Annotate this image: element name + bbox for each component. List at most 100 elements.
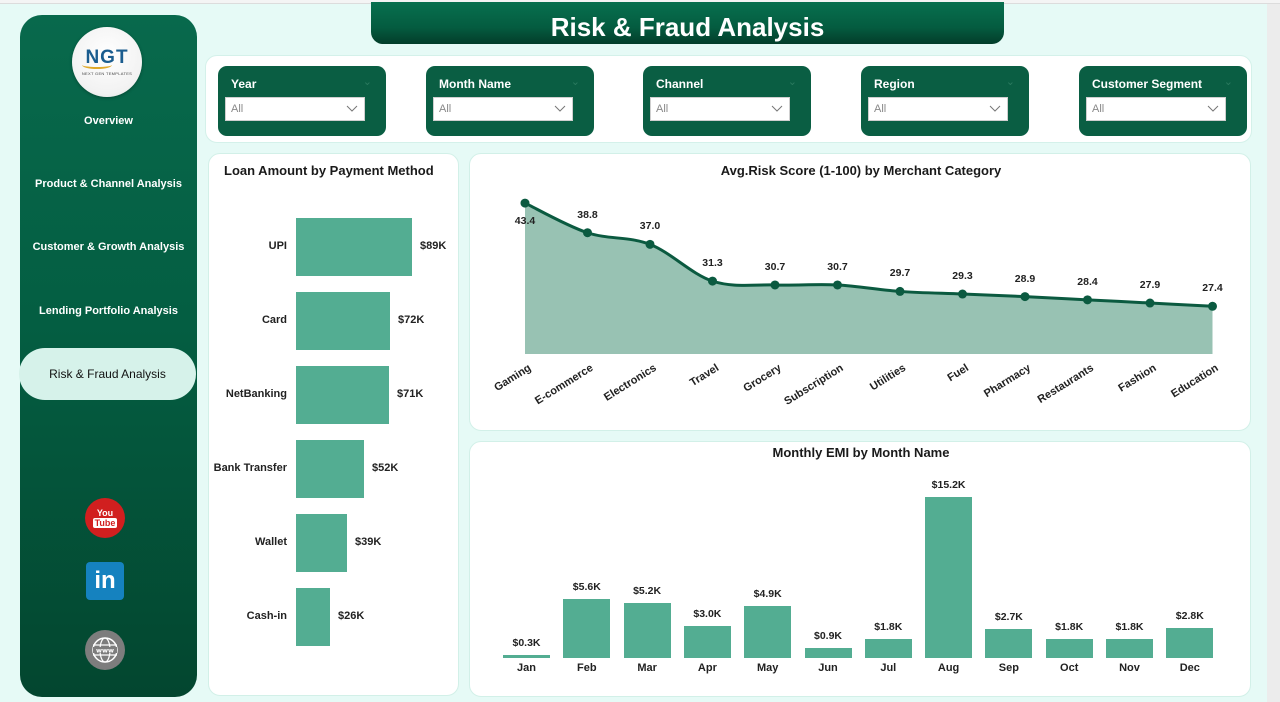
month-label: Sep: [998, 662, 1019, 674]
filter-channel-label: Channel: [656, 77, 704, 91]
data-point: [645, 239, 655, 249]
data-point: [770, 280, 780, 290]
bar[interactable]: [1045, 639, 1093, 658]
bar[interactable]: [296, 588, 330, 646]
bar[interactable]: [563, 599, 611, 658]
youtube-icon[interactable]: You Tube: [85, 498, 125, 538]
data-label: 27.9: [1139, 279, 1161, 292]
bar-row: Wallet $39K: [209, 514, 459, 574]
bar-value-label: $0.9K: [813, 630, 843, 642]
filter-year-label: Year: [231, 77, 257, 91]
bar-value-label: $39K: [355, 536, 382, 548]
month-label: Nov: [1119, 662, 1140, 674]
www-globe-icon[interactable]: www: [85, 630, 125, 670]
chart-title: Monthly EMI by Month Name: [772, 445, 950, 460]
segment-dropdown[interactable]: All: [1086, 97, 1226, 121]
risk-score-area-chart: [520, 198, 1217, 354]
bar[interactable]: [925, 497, 973, 658]
bar-value-label: $1.8K: [874, 621, 903, 633]
bar-value-label: $2.8K: [1175, 610, 1204, 622]
month-dropdown-value: All: [439, 103, 452, 115]
bar-value-label: $72K: [398, 314, 425, 326]
data-point: [1020, 292, 1030, 302]
chevron-down-icon[interactable]: ⌄: [362, 76, 372, 88]
month-label: Dec: [1179, 662, 1200, 674]
bar-category-label: UPI: [268, 240, 287, 252]
chart-title: Loan Amount by Payment Method: [224, 163, 434, 178]
year-dropdown[interactable]: All: [225, 97, 365, 121]
bar[interactable]: [985, 629, 1033, 658]
region-dropdown[interactable]: All: [868, 97, 1008, 121]
svg-text:www: www: [96, 647, 114, 655]
data-label: 31.3: [702, 257, 723, 270]
data-label: 30.7: [764, 260, 786, 273]
data-label: 29.3: [952, 270, 973, 282]
channel-dropdown[interactable]: All: [650, 97, 790, 121]
data-point: [895, 286, 905, 296]
month-label: Jul: [880, 662, 897, 674]
sidebar: NGT NEXT GEN TEMPLATES Overview Product …: [19, 15, 197, 697]
bar[interactable]: [296, 218, 412, 276]
data-point: [520, 198, 530, 208]
bar-value-label: $5.2K: [633, 585, 662, 597]
filter-month-name: Month Name ⌄ All: [426, 66, 594, 136]
logo-swoosh-icon: [82, 61, 112, 69]
nav-risk-fraud-analysis[interactable]: Risk & Fraud Analysis: [19, 348, 196, 400]
filter-month-label: Month Name: [439, 77, 511, 91]
filter-region: Region ⌄ All: [861, 66, 1029, 136]
month-label: Aug: [937, 662, 960, 674]
bar-value-label: $3.0K: [693, 608, 722, 620]
bar[interactable]: [296, 514, 347, 572]
linkedin-icon[interactable]: in: [86, 562, 124, 600]
filter-panel: Year ⌄ All Month Name ⌄ All Channel ⌄ Al…: [205, 55, 1252, 143]
bar[interactable]: [296, 440, 364, 498]
bar-value-label: $89K: [420, 240, 447, 252]
bar[interactable]: [744, 606, 792, 658]
data-label: 27.4: [1202, 282, 1223, 295]
page-title: Risk & Fraud Analysis: [371, 2, 1004, 44]
data-point: [1145, 298, 1155, 308]
nav-overview[interactable]: Overview: [84, 115, 133, 127]
bar-category-label: Cash-in: [246, 610, 287, 622]
youtube-text-bottom: Tube: [92, 518, 118, 528]
bar[interactable]: [1106, 639, 1153, 658]
filter-year: Year ⌄ All: [218, 66, 386, 136]
bar[interactable]: [503, 655, 550, 658]
bar-row: Bank Transfer $52K: [209, 440, 459, 500]
filter-region-label: Region: [874, 77, 915, 91]
chevron-down-icon[interactable]: ⌄: [570, 76, 580, 88]
bar-category-label: Bank Transfer: [213, 462, 287, 474]
nav-product-channel-analysis[interactable]: Product & Channel Analysis: [35, 178, 182, 190]
chevron-down-icon: [989, 105, 1001, 112]
data-point: [1083, 295, 1092, 305]
chart-title: Avg.Risk Score (1-100) by Merchant Categ…: [720, 163, 1002, 178]
year-dropdown-value: All: [231, 103, 244, 115]
chevron-down-icon[interactable]: ⌄: [1005, 76, 1015, 88]
bar[interactable]: [804, 648, 852, 658]
bar-row: UPI $89K: [209, 218, 459, 278]
channel-dropdown-value: All: [656, 103, 669, 115]
nav-lending-portfolio-analysis[interactable]: Lending Portfolio Analysis: [39, 305, 178, 317]
bar[interactable]: [683, 626, 731, 658]
chevron-down-icon: [554, 105, 566, 112]
month-dropdown[interactable]: All: [433, 97, 573, 121]
nav-customer-growth-analysis[interactable]: Customer & Growth Analysis: [32, 241, 185, 253]
data-point: [958, 289, 967, 299]
bar-value-label: $1.8K: [1115, 621, 1144, 633]
chevron-down-icon: [1207, 105, 1219, 112]
bar[interactable]: [623, 603, 671, 658]
data-label: 37.0: [639, 220, 661, 233]
bar[interactable]: [864, 639, 912, 658]
chevron-down-icon[interactable]: ⌄: [1223, 76, 1233, 88]
bar-value-label: $26K: [338, 610, 365, 622]
data-label: 28.4: [1077, 275, 1098, 288]
data-point: [583, 228, 592, 238]
bar[interactable]: [296, 292, 390, 350]
bar[interactable]: [1166, 628, 1214, 658]
chevron-down-icon: [771, 105, 783, 112]
bar-value-label: $5.6K: [572, 581, 601, 593]
filter-customer-segment: Customer Segment ⌄ All: [1079, 66, 1247, 136]
chevron-down-icon[interactable]: ⌄: [787, 76, 797, 88]
ngt-logo[interactable]: NGT NEXT GEN TEMPLATES: [72, 27, 142, 97]
bar[interactable]: [296, 366, 389, 424]
